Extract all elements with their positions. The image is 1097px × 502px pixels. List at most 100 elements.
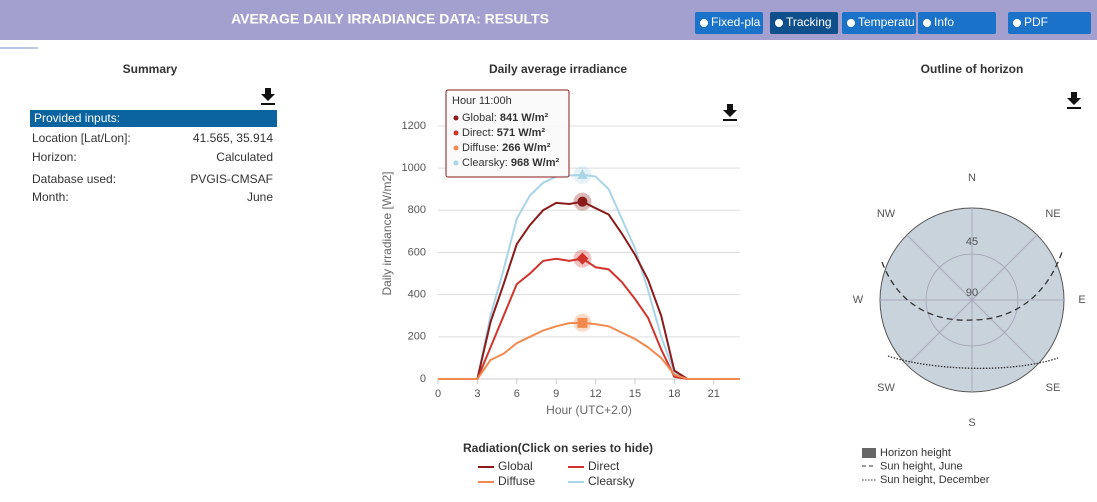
series-line: [438, 200, 740, 380]
nav-button[interactable]: Info: [918, 12, 996, 34]
row-value: PVGIS-CMSAF: [190, 172, 273, 186]
direction-label: E: [1078, 294, 1085, 306]
row-label: Location [Lat/Lon]:: [32, 131, 131, 145]
legend-item[interactable]: Clearsky: [568, 474, 635, 488]
x-axis-label: Hour (UTC+2.0): [546, 403, 632, 417]
button-label: Fixed-plane: [711, 15, 774, 29]
row-label: Horizon:: [32, 150, 77, 164]
legend-item[interactable]: Global: [478, 459, 533, 473]
y-tick-label: 600: [408, 246, 426, 258]
y-tick-label: 1000: [402, 162, 426, 174]
tooltip-value: 841 W/m²: [500, 112, 549, 124]
button-label: Temperature: [858, 15, 926, 29]
download-icons: [261, 88, 1081, 121]
tooltip-bg: [445, 89, 570, 178]
x-tick-label: 12: [589, 388, 601, 400]
chart-title: Daily average irradiance: [489, 62, 627, 76]
horizon-legend-label: Horizon height: [880, 447, 951, 459]
direction-label: NW: [877, 208, 896, 220]
download-icon[interactable]: [723, 104, 737, 121]
button-icon: [923, 19, 931, 27]
legend-item[interactable]: Direct: [568, 459, 620, 473]
tooltip-label: Global:: [462, 112, 497, 124]
sun-path-june: [881, 251, 1063, 321]
button-bg: [770, 12, 838, 34]
ring-label: 45: [966, 236, 978, 248]
legend-swatch: [862, 448, 876, 458]
marker: [577, 168, 588, 179]
button-label: Info: [934, 15, 954, 29]
tooltip-label: Direct:: [462, 127, 494, 139]
x-tick-label: 0: [435, 388, 441, 400]
row-label: Month:: [32, 190, 69, 204]
marker: [577, 317, 588, 328]
marker: [577, 196, 588, 207]
tooltip-dot: [453, 160, 459, 166]
summary-title: Summary: [123, 62, 178, 76]
row-value: June: [247, 190, 273, 204]
polar-grid: [880, 208, 1064, 392]
button-bg: [918, 12, 996, 34]
tooltip: Hour 11:00h Global: 841 W/m² Direct: 571 W/m…: [445, 89, 570, 178]
legend-label: Clearsky: [588, 474, 635, 488]
legend-label: Direct: [588, 459, 620, 473]
tooltip-dot: [453, 145, 459, 151]
series-line: [438, 321, 740, 380]
y-tick-label: 400: [408, 289, 426, 301]
tooltip-title: Hour 11:00h: [452, 95, 512, 107]
x-tick-label: 9: [553, 388, 559, 400]
tooltip-value: 571 W/m²: [497, 127, 546, 139]
button-bg: [1008, 12, 1091, 34]
direction-label: N: [968, 172, 976, 184]
nav-button[interactable]: Fixed-plane: [695, 12, 774, 34]
button-bg: [695, 12, 763, 34]
horizon-legend-label: Sun height, June: [880, 460, 963, 472]
marker: [576, 252, 589, 265]
y-tick-label: 200: [408, 331, 426, 343]
horizon-title: Outline of horizon: [921, 62, 1024, 76]
nav-button[interactable]: Temperature: [842, 12, 926, 34]
y-tick-label: 800: [408, 204, 426, 216]
y-tick-label: 0: [420, 373, 426, 385]
nav-button[interactable]: PDF: [1008, 12, 1091, 34]
tooltip-label: Clearsky:: [462, 157, 508, 169]
header-title: AVERAGE DAILY IRRADIANCE DATA: RESULTS: [231, 11, 549, 27]
legend-label: Diffuse: [498, 474, 535, 488]
y-tick-label: 1200: [402, 120, 426, 132]
button-label: PDF: [1024, 15, 1048, 29]
button-icon: [847, 19, 855, 27]
nav-button[interactable]: Tracking: [770, 12, 838, 34]
table-header: Provided inputs:: [34, 111, 120, 125]
direction-label: SE: [1046, 382, 1061, 394]
button-icon: [775, 19, 783, 27]
tooltip-value: 968 W/m²: [511, 157, 560, 169]
tooltip-dot: [453, 130, 459, 136]
x-tick-label: 6: [514, 388, 520, 400]
download-icon[interactable]: [1067, 92, 1081, 109]
direction-label: NE: [1045, 208, 1060, 220]
tooltip-dot: [453, 115, 459, 121]
tooltip-label: Diffuse:: [462, 142, 499, 154]
tooltip-line: Diffuse: 266 W/m²: [462, 142, 551, 154]
row-value: Calculated: [216, 150, 273, 164]
tooltip-line: Clearsky: 968 W/m²: [462, 157, 559, 169]
ring-label: 90: [966, 287, 978, 299]
y-axis-label: Daily irradiance [W/m2]: [380, 171, 394, 295]
legend-item[interactable]: Diffuse: [478, 474, 535, 488]
horizon-legend-label: Sun height, December: [880, 474, 990, 486]
x-tick-label: 3: [474, 388, 480, 400]
x-tick-label: 18: [668, 388, 680, 400]
download-icon[interactable]: [261, 88, 275, 105]
tooltip-line: Direct: 571 W/m²: [462, 127, 545, 139]
row-value: 41.565, 35.914: [193, 131, 273, 145]
table-header-bg: [30, 110, 277, 127]
button-icon: [1013, 19, 1021, 27]
tooltip-value: 266 W/m²: [502, 142, 551, 154]
button-label: Tracking: [786, 15, 832, 29]
button-bg: [842, 12, 916, 34]
x-tick-label: 21: [708, 388, 720, 400]
tooltip-line: Global: 841 W/m²: [462, 112, 548, 124]
direction-label: W: [853, 294, 864, 306]
button-icon: [700, 19, 708, 27]
